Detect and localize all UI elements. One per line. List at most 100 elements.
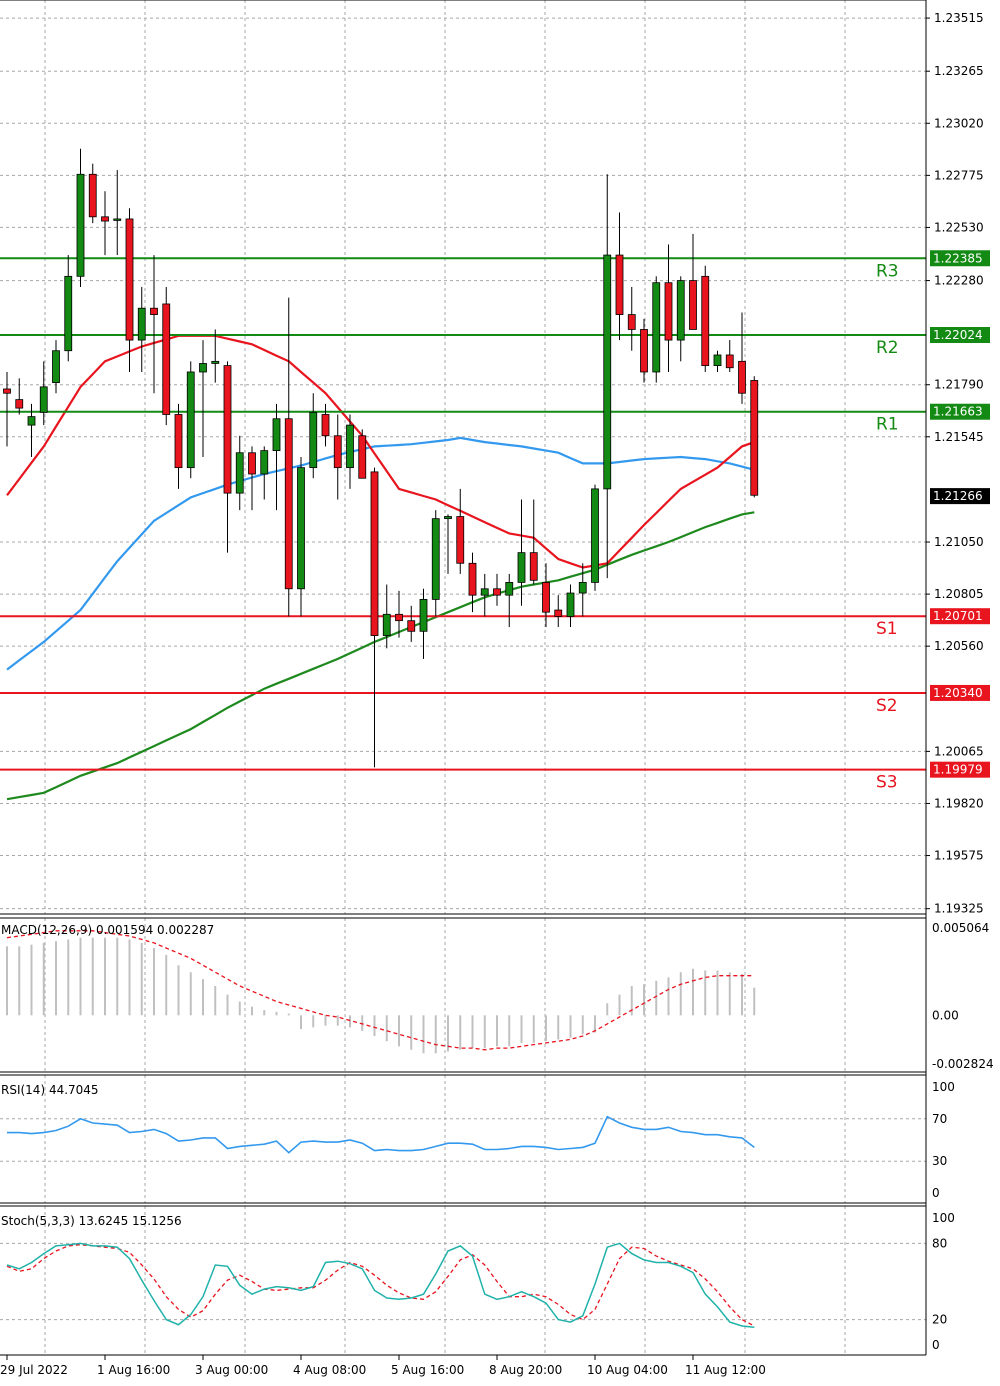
macd-tick-label: 0.00: [932, 1008, 959, 1022]
candle-body: [615, 254, 624, 315]
x-tick-label: 1 Aug 16:00: [97, 1363, 170, 1377]
candle-body: [505, 582, 514, 596]
current-price-box: [930, 488, 990, 505]
candle-body: [260, 450, 269, 475]
candle-body: [701, 275, 710, 367]
level-price-box: [930, 326, 990, 343]
candle-body: [419, 599, 428, 632]
candle-body: [566, 592, 575, 617]
stoch-tick-label: 0: [932, 1338, 940, 1352]
candle-body: [578, 582, 587, 594]
y-tick-label: 1.22530: [934, 220, 984, 234]
candle-body: [333, 435, 342, 469]
x-tick-label: 29 Jul 2022: [0, 1363, 68, 1377]
candle-body: [309, 411, 318, 469]
candle-body: [480, 588, 489, 596]
x-tick-label: 8 Aug 20:00: [489, 1363, 562, 1377]
candle-body: [52, 350, 60, 384]
y-tick-label: 1.19820: [934, 796, 984, 810]
level-price-label: 1.20701: [933, 609, 983, 623]
time-axis: 29 Jul 2022 1 Aug 16:00 3 Aug 00:00 4 Aug 0…: [0, 1355, 766, 1377]
level-price-label: 1.19979: [933, 763, 983, 777]
candle-body: [297, 467, 305, 590]
level-price-box: [930, 608, 990, 625]
candle-body: [113, 218, 122, 221]
candle-body: [101, 216, 109, 222]
candle-body: [321, 414, 330, 437]
candle-body: [174, 414, 183, 469]
candle-body: [150, 307, 158, 315]
level-price-label: 1.21663: [933, 405, 983, 419]
candle-body: [591, 488, 599, 583]
candle-body: [554, 609, 563, 617]
candle-body: [27, 416, 36, 426]
macd-label: MACD(12,26,9) 0.001594 0.002287: [1, 923, 214, 937]
candle-body: [676, 280, 685, 341]
x-tick-label: 10 Aug 04:00: [587, 1363, 668, 1377]
candle-body: [235, 452, 244, 494]
level-price-box: [930, 250, 990, 267]
x-tick-label: 3 Aug 00:00: [195, 1363, 268, 1377]
x-tick-label: 4 Aug 08:00: [293, 1363, 366, 1377]
candle-body: [738, 360, 746, 394]
candle-body: [370, 471, 379, 636]
candle-body: [358, 435, 367, 479]
y-tick-label: 1.20065: [934, 744, 984, 758]
y-tick-label: 1.23020: [934, 116, 984, 130]
price-pane: 1.23515 1.23265 1.23020 1.22775 1.22530 1.222…: [0, 0, 990, 916]
rsi-pane: 100 70 30 0 RSI(14) 44.7045: [0, 1075, 955, 1203]
candle-body: [517, 552, 526, 583]
level-price-label: 1.22024: [933, 328, 983, 342]
y-tick-label: 1.21050: [934, 535, 984, 549]
macd-pane: 0.005064 0.00 -0.002824 MACD(12,26,9) 0.001…: [1, 918, 994, 1072]
candle-body: [125, 218, 134, 341]
rsi-tick-label: 30: [932, 1154, 947, 1168]
candle-body: [431, 518, 440, 600]
candle-body: [627, 314, 636, 330]
level-name-s2: S2: [876, 696, 898, 716]
y-tick-label: 1.20560: [934, 639, 984, 653]
stoch-pane: 100 80 20 0 Stoch(5,3,3) 13.6245 15.1256: [0, 1206, 955, 1355]
candle-body: [284, 418, 293, 590]
level-price-box: [930, 761, 990, 778]
x-tick-label: 5 Aug 16:00: [391, 1363, 464, 1377]
y-tick-label: 1.22280: [934, 274, 984, 288]
candle-body: [199, 363, 207, 373]
candle-body: [3, 388, 11, 394]
y-tick-label: 1.22775: [934, 168, 984, 182]
y-tick-label: 1.21790: [934, 378, 984, 392]
stoch-d-line: [6, 1244, 755, 1327]
candle-body: [603, 254, 612, 490]
level-name-r1: R1: [876, 415, 899, 435]
current-price-label: 1.21266: [933, 489, 983, 503]
candle-body: [382, 613, 391, 636]
candle-body: [652, 282, 661, 373]
level-price-label: 1.20340: [933, 686, 983, 700]
ema-fast-line: [6, 334, 755, 569]
candle-body: [76, 173, 85, 277]
level-price-box: [930, 684, 990, 701]
stoch-tick-label: 100: [932, 1211, 955, 1225]
stoch-k-line: [6, 1242, 755, 1328]
candle-body: [713, 354, 722, 367]
y-tick-label: 1.23515: [934, 11, 984, 25]
rsi-line: [7, 1115, 755, 1154]
candle-body: [137, 307, 146, 341]
ema-slow-line: [6, 511, 755, 801]
candle-body: [750, 380, 759, 496]
level-name-r2: R2: [876, 338, 899, 358]
candle-body: [542, 582, 550, 613]
ema-mid-line: [6, 436, 755, 671]
candle-body: [395, 613, 403, 622]
rsi-tick-label: 70: [932, 1112, 947, 1126]
candle-body: [186, 371, 195, 469]
rsi-tick-label: 100: [932, 1080, 955, 1094]
level-name-s1: S1: [876, 619, 898, 639]
candle-body: [223, 365, 232, 494]
level-name-s3: S3: [876, 773, 898, 793]
level-price-label: 1.22385: [933, 251, 983, 265]
level-price-box: [930, 403, 990, 420]
rsi-label: RSI(14) 44.7045: [1, 1083, 99, 1097]
macd-signal-line: [6, 930, 755, 1051]
